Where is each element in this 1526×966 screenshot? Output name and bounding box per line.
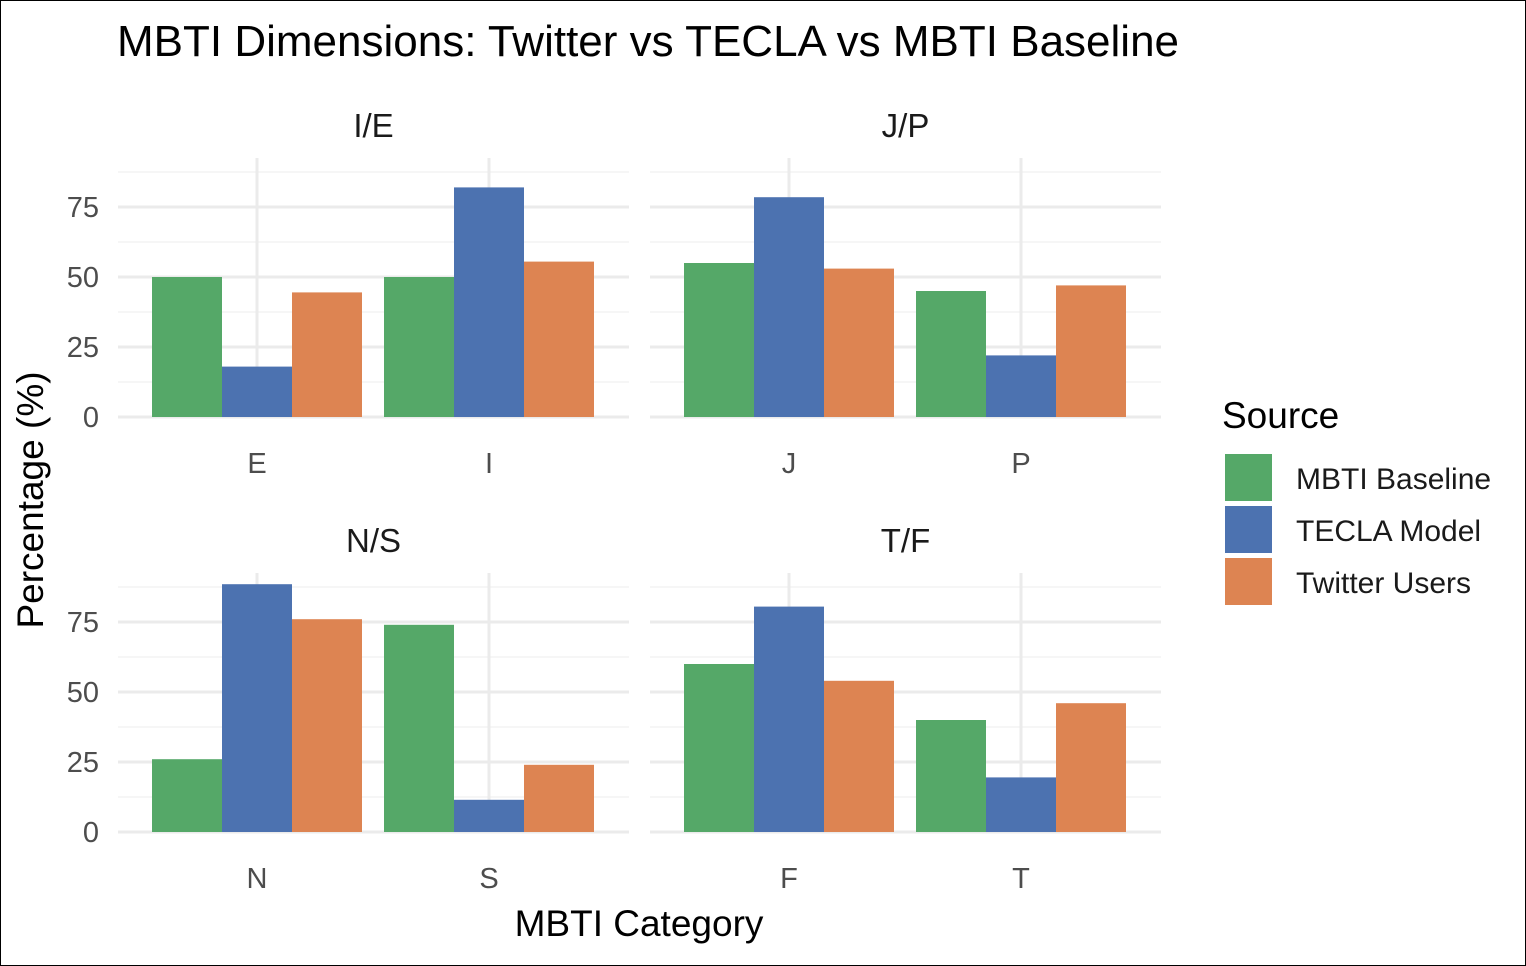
bar-f-tecla-model — [754, 606, 824, 832]
chart-title: MBTI Dimensions: Twitter vs TECLA vs MBT… — [117, 17, 1179, 66]
bar-i-twitter-users — [524, 261, 594, 417]
bar-n-tecla-model — [222, 584, 292, 832]
legend-label: MBTI Baseline — [1296, 463, 1491, 496]
x-tick-label: F — [780, 863, 798, 895]
legend-label: TECLA Model — [1296, 515, 1481, 548]
y-tick-label: 50 — [67, 677, 99, 709]
bar-e-mbti-baseline — [152, 277, 222, 417]
y-tick-label: 50 — [67, 262, 99, 294]
legend-swatch — [1225, 454, 1272, 501]
x-tick-label: J — [782, 448, 797, 480]
x-tick-label: P — [1011, 448, 1030, 480]
legend-title: Source — [1222, 395, 1339, 436]
bar-s-mbti-baseline — [384, 624, 454, 832]
bar-j-mbti-baseline — [684, 263, 754, 417]
facet-panels: I/E E I 0 25 50 75 J/P J P N/S N S 0 25 50 75 T/F F T — [67, 107, 1161, 895]
facet-title: I/E — [353, 107, 393, 144]
y-tick-label: 0 — [83, 402, 99, 434]
x-tick-label: E — [247, 448, 266, 480]
bar-t-mbti-baseline — [916, 720, 986, 832]
bar-s-twitter-users — [524, 764, 594, 832]
y-tick-label: 25 — [67, 747, 99, 779]
bar-j-twitter-users — [824, 268, 894, 417]
x-tick-label: S — [479, 863, 498, 895]
bar-j-tecla-model — [754, 197, 824, 417]
bar-t-tecla-model — [986, 777, 1056, 832]
y-tick-label: 75 — [67, 607, 99, 639]
y-tick-label: 75 — [67, 192, 99, 224]
x-tick-label: N — [247, 863, 268, 895]
facet-panel-t-f: T/F F T — [650, 522, 1161, 895]
bar-t-twitter-users — [1056, 703, 1126, 832]
bar-e-tecla-model — [222, 366, 292, 417]
legend: MBTI Baseline TECLA Model Twitter Users — [1225, 454, 1491, 605]
y-tick-label: 0 — [83, 817, 99, 849]
y-axis-title: Percentage (%) — [10, 371, 51, 628]
bar-f-mbti-baseline — [684, 664, 754, 832]
bar-s-tecla-model — [454, 799, 524, 832]
facet-title: J/P — [882, 107, 930, 144]
x-axis-title: MBTI Category — [515, 903, 764, 944]
bar-p-mbti-baseline — [916, 291, 986, 417]
facet-title: N/S — [346, 522, 401, 559]
bar-n-twitter-users — [292, 619, 362, 832]
legend-swatch — [1225, 558, 1272, 605]
bar-f-twitter-users — [824, 680, 894, 832]
bar-i-tecla-model — [454, 187, 524, 417]
bar-p-tecla-model — [986, 355, 1056, 417]
x-tick-label: I — [485, 448, 493, 480]
facet-panel-i-e: I/E E I 0 25 50 75 — [67, 107, 629, 480]
x-tick-label: T — [1012, 863, 1030, 895]
facet-panel-j-p: J/P J P — [650, 107, 1161, 480]
bar-n-mbti-baseline — [152, 759, 222, 832]
bar-p-twitter-users — [1056, 285, 1126, 417]
legend-swatch — [1225, 506, 1272, 553]
facet-title: T/F — [881, 522, 930, 559]
bar-e-twitter-users — [292, 292, 362, 417]
bar-i-mbti-baseline — [384, 277, 454, 417]
y-tick-label: 25 — [67, 332, 99, 364]
facet-panel-n-s: N/S N S 0 25 50 75 — [67, 522, 629, 895]
legend-label: Twitter Users — [1296, 567, 1471, 600]
